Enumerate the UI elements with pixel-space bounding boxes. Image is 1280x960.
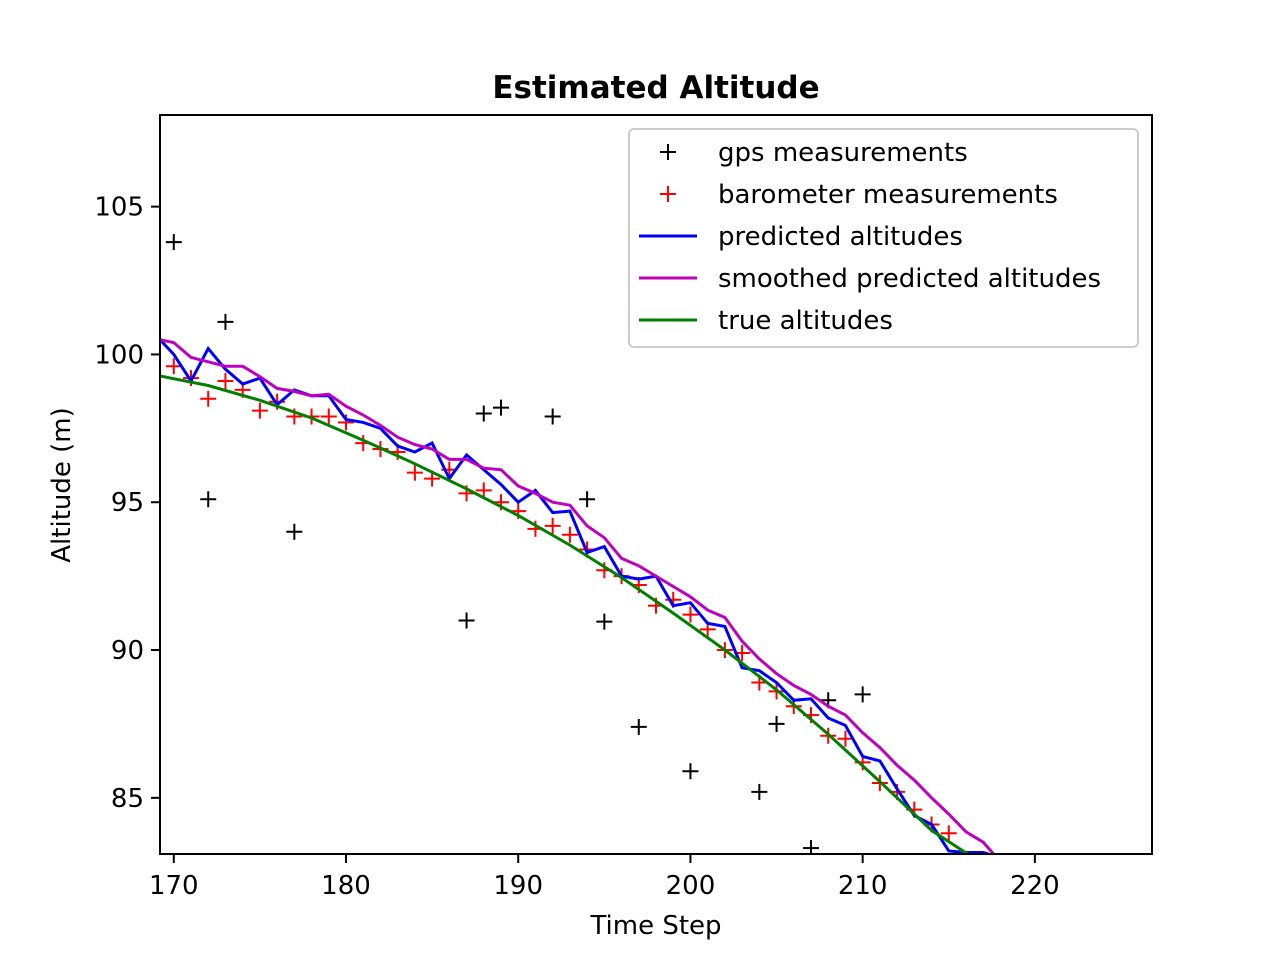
- y-tick-label: 105: [94, 193, 144, 223]
- y-tick-label: 100: [94, 340, 144, 370]
- gps-measurements-series: [165, 234, 871, 854]
- y-tick-label: 95: [111, 488, 144, 518]
- legend: gps measurements barometer measurements pr…: [628, 128, 1139, 348]
- barometer-measurements-point: [200, 390, 217, 407]
- x-axis-label: Time Step: [589, 911, 721, 941]
- gps-measurements-point: [286, 523, 303, 540]
- legend-predicted-altitudes-label: predicted altitudes: [718, 222, 963, 252]
- legend-gps-measurements-marker: [660, 144, 676, 160]
- x-axis: 170 180 190 200 210 220: [149, 854, 1060, 901]
- barometer-measurements-point: [251, 402, 268, 419]
- gps-measurements-point: [630, 718, 647, 735]
- x-tick-label: 170: [149, 871, 199, 901]
- y-axis-label: Altitude (m): [47, 407, 77, 562]
- barometer-measurements-point: [406, 464, 423, 481]
- x-tick-label: 190: [493, 871, 543, 901]
- x-tick-label: 180: [321, 871, 371, 901]
- gps-measurements-point: [854, 686, 871, 703]
- barometer-measurements-point: [544, 517, 561, 534]
- y-tick-label: 90: [111, 636, 144, 666]
- smoothed-predicted-altitudes-line: [160, 338, 995, 854]
- gps-measurements-point: [200, 491, 217, 508]
- gps-measurements-point: [579, 491, 596, 508]
- gps-measurements-point: [493, 399, 509, 416]
- barometer-measurements-point: [561, 526, 578, 543]
- legend-gps-measurements-label: gps measurements: [718, 138, 968, 168]
- gps-measurements-point: [165, 234, 182, 251]
- gps-measurements-point: [217, 313, 234, 330]
- barometer-measurements-point: [165, 358, 182, 375]
- x-tick-label: 220: [1010, 871, 1060, 901]
- gps-measurements-point: [596, 613, 613, 630]
- barometer-measurements-point: [217, 373, 234, 390]
- x-tick-label: 210: [838, 871, 888, 901]
- gps-measurements-point: [544, 408, 561, 425]
- gps-measurements-point: [751, 783, 768, 800]
- y-axis: 85 90 95 100 105: [94, 193, 160, 814]
- plot-frame: [159, 114, 1153, 855]
- legend-box: [628, 128, 1139, 348]
- legend-true-altitudes-label: true altitudes: [718, 306, 893, 336]
- gps-measurements-point: [458, 612, 475, 629]
- gps-measurements-point: [475, 405, 492, 422]
- x-tick-label: 200: [666, 871, 716, 901]
- barometer-measurements-point: [682, 606, 699, 623]
- barometer-measurements-point: [837, 730, 854, 747]
- chart-title: Estimated Altitude: [492, 70, 819, 106]
- legend-barometer-measurements-label: barometer measurements: [718, 180, 1058, 210]
- gps-measurements-point: [682, 763, 699, 780]
- barometer-measurements-point: [475, 482, 492, 499]
- gps-measurements-point: [768, 715, 785, 732]
- plot-area: [160, 234, 995, 854]
- y-tick-label: 85: [111, 784, 144, 814]
- true-altitudes-line: [160, 374, 969, 854]
- legend-barometer-measurements-marker: [660, 186, 676, 202]
- barometer-measurements-point: [320, 408, 337, 425]
- legend-smoothed-predicted-altitudes-label: smoothed predicted altitudes: [718, 264, 1101, 294]
- barometer-measurements-point: [940, 825, 957, 842]
